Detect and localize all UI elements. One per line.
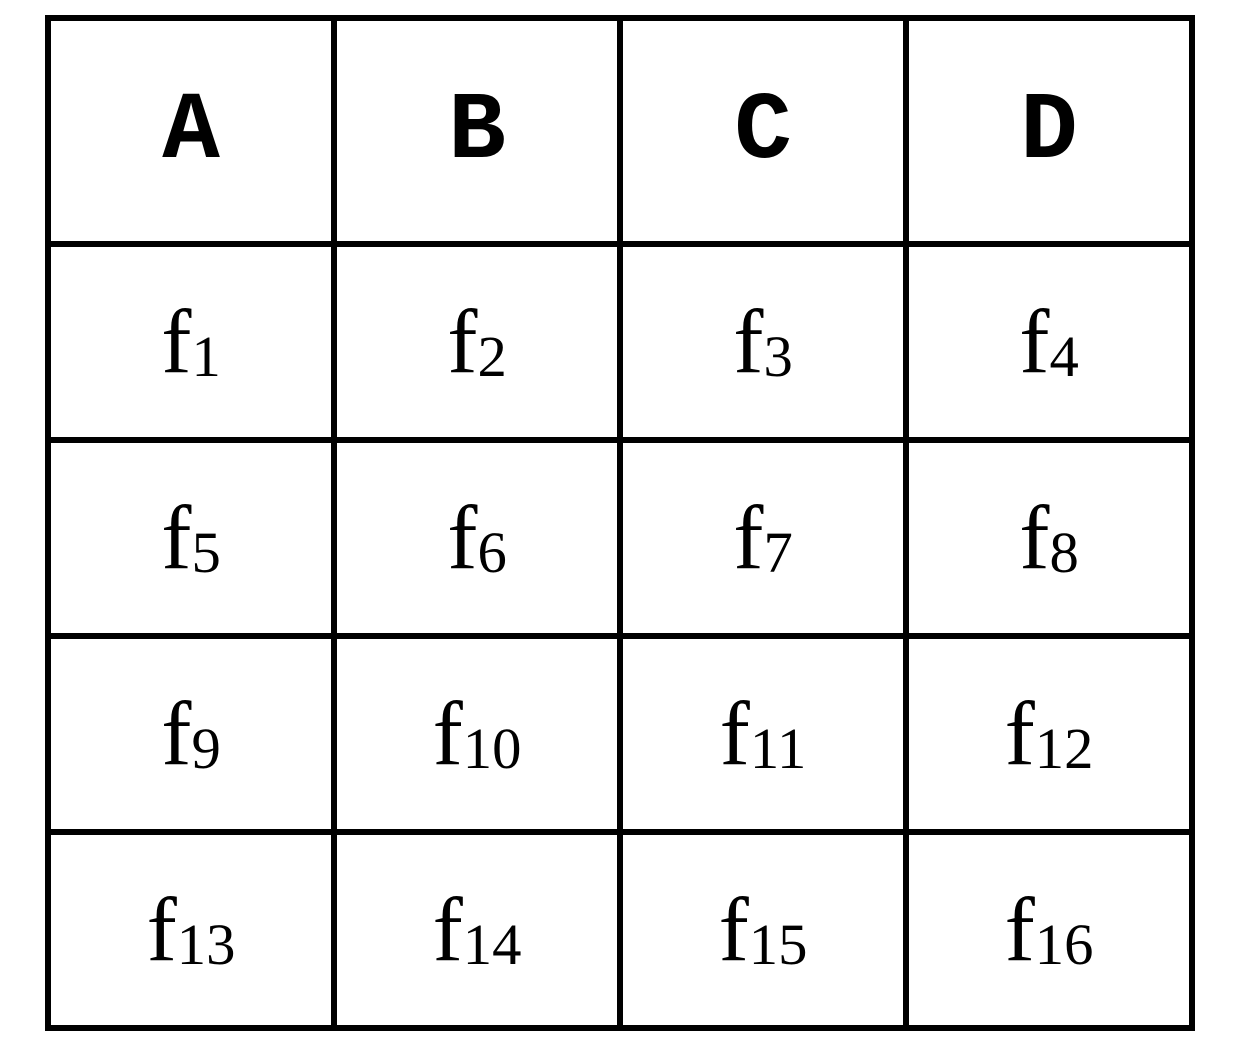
col-header-d: D bbox=[906, 18, 1192, 244]
cell-sub: 14 bbox=[463, 912, 522, 977]
cell-base: f bbox=[433, 683, 463, 784]
cell-sub: 4 bbox=[1049, 324, 1078, 389]
cell-sub: 15 bbox=[749, 912, 808, 977]
table-cell: f12 bbox=[906, 636, 1192, 832]
cell-base: f bbox=[161, 291, 191, 392]
cell-base: f bbox=[147, 879, 177, 980]
table-row: f5 f6 f7 f8 bbox=[48, 440, 1192, 636]
cell-base: f bbox=[433, 879, 463, 980]
table-cell: f10 bbox=[334, 636, 620, 832]
table-cell: f7 bbox=[620, 440, 906, 636]
col-header-label: A bbox=[162, 77, 220, 186]
table-cell: f4 bbox=[906, 244, 1192, 440]
col-header-a: A bbox=[48, 18, 334, 244]
table-cell: f1 bbox=[48, 244, 334, 440]
cell-sub: 11 bbox=[750, 716, 806, 781]
table-cell: f11 bbox=[620, 636, 906, 832]
cell-sub: 6 bbox=[477, 520, 506, 585]
cell-sub: 1 bbox=[191, 324, 220, 389]
data-table: A B C D f1 f2 f3 f4 f5 f6 f7 f8 f9 f10 bbox=[45, 15, 1195, 1031]
table-row: f9 f10 f11 f12 bbox=[48, 636, 1192, 832]
col-header-b: B bbox=[334, 18, 620, 244]
table-cell: f3 bbox=[620, 244, 906, 440]
table-row: f13 f14 f15 f16 bbox=[48, 832, 1192, 1028]
table-cell: f6 bbox=[334, 440, 620, 636]
table-cell: f9 bbox=[48, 636, 334, 832]
cell-base: f bbox=[161, 683, 191, 784]
col-header-label: D bbox=[1020, 77, 1078, 186]
cell-sub: 3 bbox=[763, 324, 792, 389]
col-header-label: B bbox=[448, 77, 506, 186]
cell-sub: 2 bbox=[477, 324, 506, 389]
page-wrap: A B C D f1 f2 f3 f4 f5 f6 f7 f8 f9 f10 bbox=[0, 0, 1240, 1046]
cell-base: f bbox=[1005, 683, 1035, 784]
cell-sub: 9 bbox=[191, 716, 220, 781]
cell-base: f bbox=[1019, 487, 1049, 588]
table-cell: f8 bbox=[906, 440, 1192, 636]
cell-base: f bbox=[1005, 879, 1035, 980]
cell-sub: 16 bbox=[1035, 912, 1094, 977]
cell-base: f bbox=[447, 487, 477, 588]
cell-base: f bbox=[161, 487, 191, 588]
cell-sub: 5 bbox=[191, 520, 220, 585]
cell-base: f bbox=[733, 487, 763, 588]
cell-sub: 7 bbox=[763, 520, 792, 585]
table-cell: f14 bbox=[334, 832, 620, 1028]
table-row: f1 f2 f3 f4 bbox=[48, 244, 1192, 440]
table-cell: f5 bbox=[48, 440, 334, 636]
cell-sub: 8 bbox=[1049, 520, 1078, 585]
table-cell: f16 bbox=[906, 832, 1192, 1028]
cell-base: f bbox=[447, 291, 477, 392]
col-header-label: C bbox=[734, 77, 792, 186]
cell-sub: 13 bbox=[177, 912, 236, 977]
header-row: A B C D bbox=[48, 18, 1192, 244]
cell-base: f bbox=[1019, 291, 1049, 392]
cell-sub: 12 bbox=[1035, 716, 1094, 781]
cell-sub: 10 bbox=[463, 716, 522, 781]
col-header-c: C bbox=[620, 18, 906, 244]
cell-base: f bbox=[733, 291, 763, 392]
table-cell: f13 bbox=[48, 832, 334, 1028]
cell-base: f bbox=[719, 879, 749, 980]
table-cell: f2 bbox=[334, 244, 620, 440]
cell-base: f bbox=[720, 683, 750, 784]
table-cell: f15 bbox=[620, 832, 906, 1028]
